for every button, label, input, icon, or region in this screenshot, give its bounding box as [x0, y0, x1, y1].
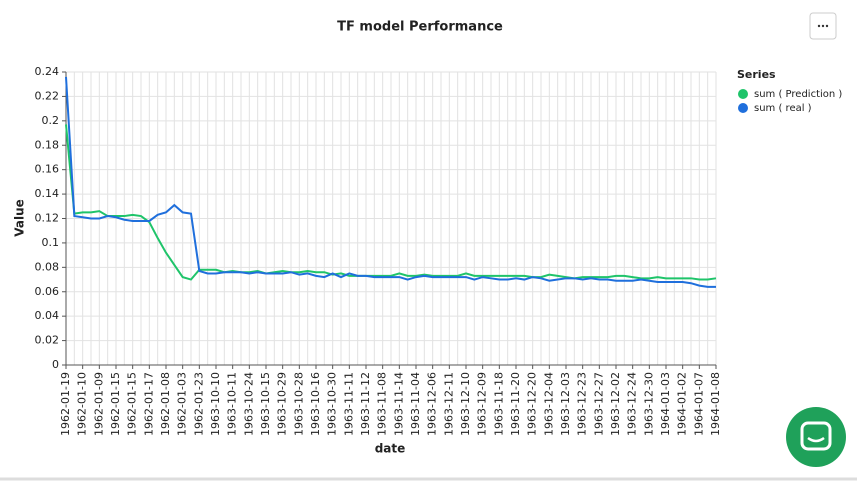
x-tick-label: 1963-12-11: [442, 372, 455, 436]
x-tick-label: 1963-10-24: [242, 372, 255, 436]
x-tick-label: 1963-11-20: [509, 372, 522, 436]
x-tick-label: 1962-01-10: [76, 372, 89, 436]
x-tick-label: 1963-10-30: [326, 372, 339, 436]
x-tick-label: 1963-10-29: [276, 372, 289, 436]
y-axis-label: Value: [13, 199, 27, 237]
y-tick-label: 0.18: [35, 138, 60, 151]
x-tick-label: 1962-01-15: [126, 372, 139, 436]
y-tick-label: 0.1: [42, 236, 60, 249]
legend-label: sum ( Prediction ): [754, 89, 842, 100]
x-tick-label: 1963-10-10: [209, 372, 222, 436]
y-tick-label: 0.06: [35, 285, 60, 298]
x-tick-label: 1963-12-20: [526, 372, 539, 436]
y-tick-label: 0.16: [35, 163, 60, 176]
x-tick-label: 1963-10-16: [309, 372, 322, 436]
x-tick-label: 1963-12-23: [576, 372, 589, 436]
legend-swatch: [738, 103, 748, 113]
x-tick-label: 1963-12-02: [609, 372, 622, 436]
legend-swatch: [738, 89, 748, 99]
chat-circle[interactable]: [786, 407, 846, 467]
series-line: [65, 124, 717, 281]
x-tick-label: 1963-12-10: [459, 372, 472, 436]
x-tick-label: 1963-11-18: [492, 372, 505, 436]
x-tick-label: 1963-12-04: [542, 372, 555, 436]
x-tick-label: 1962-01-23: [192, 372, 205, 436]
y-tick-label: 0.24: [35, 65, 60, 78]
x-tick-label: 1962-01-09: [92, 372, 105, 436]
x-tick-label: 1963-12-24: [626, 372, 639, 436]
menu-button[interactable]: [809, 12, 837, 40]
x-tick-label: 1962-01-08: [159, 372, 172, 436]
x-tick-label: 1962-01-17: [142, 372, 155, 436]
y-tick-label: 0.2: [42, 114, 60, 127]
x-tick-label: 1963-12-03: [559, 372, 572, 436]
dot: [821, 24, 825, 28]
y-tick-label: 0.08: [35, 260, 60, 273]
y-tick-label: 0: [52, 358, 59, 371]
legend-label: sum ( real ): [754, 103, 812, 114]
x-tick-label: 1963-11-14: [392, 372, 405, 436]
x-tick-label: 1963-12-09: [476, 372, 489, 436]
x-tick-label: 1964-01-03: [659, 372, 672, 436]
x-tick-label: 1962-01-15: [109, 372, 122, 436]
x-tick-label: 1963-11-04: [409, 372, 422, 436]
x-tick-label: 1963-10-28: [292, 372, 305, 436]
x-tick-label: 1963-10-11: [226, 372, 239, 436]
x-tick-label: 1963-10-15: [259, 372, 272, 436]
y-tick-label: 0.12: [35, 212, 60, 225]
x-tick-label: 1964-01-02: [676, 372, 689, 436]
y-tick-label: 0.14: [35, 187, 60, 200]
x-tick-label: 1962-01-03: [176, 372, 189, 436]
x-tick-label: 1963-11-08: [376, 372, 389, 436]
x-axis-label: date: [375, 442, 406, 456]
chat-smile: [807, 436, 825, 443]
series-line: [65, 76, 716, 288]
chart-title: TF model Performance: [337, 20, 503, 35]
y-tick-label: 0.22: [35, 89, 60, 102]
y-tick-label: 0.04: [35, 309, 60, 322]
x-tick-label: 1963-12-30: [642, 372, 655, 436]
x-tick-label: 1963-11-12: [359, 372, 372, 436]
x-tick-label: 1962-01-19: [59, 372, 72, 436]
x-tick-label: 1963-11-11: [342, 372, 355, 436]
x-tick-label: 1964-01-07: [692, 372, 705, 436]
legend-title: Series: [737, 68, 776, 81]
chat-icon: [800, 421, 832, 451]
x-tick-label: 1963-12-06: [426, 372, 439, 436]
x-tick-label: 1963-12-27: [592, 372, 605, 436]
dot: [817, 24, 821, 28]
dot: [825, 24, 829, 28]
x-tick-label: 1964-01-08: [709, 372, 722, 436]
y-tick-label: 0.02: [35, 334, 60, 347]
chat-button[interactable]: [786, 407, 846, 467]
